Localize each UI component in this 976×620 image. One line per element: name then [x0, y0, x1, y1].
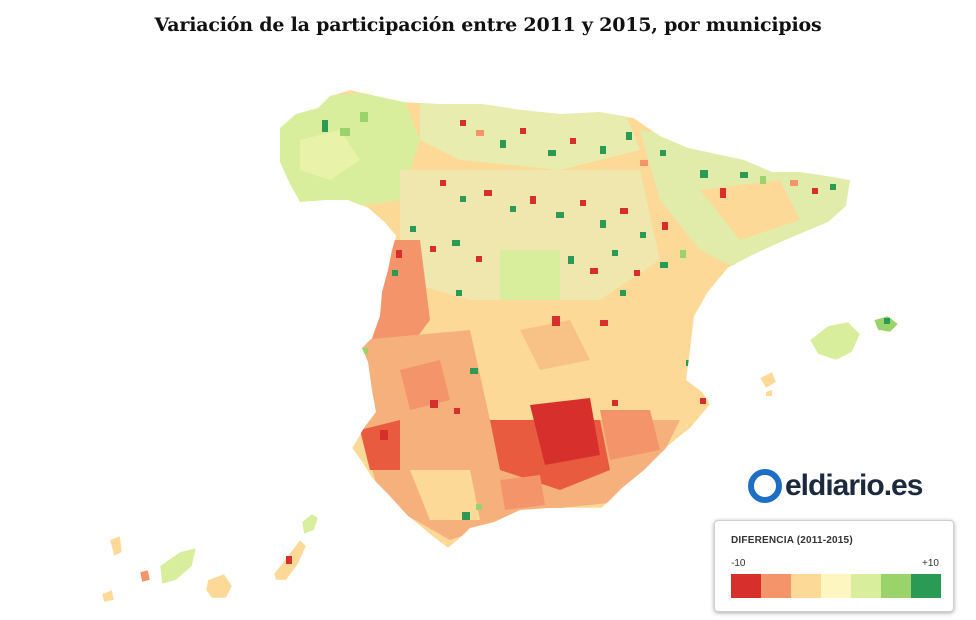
map-title: Variación de la participación entre 2011…: [154, 14, 822, 36]
legend-title: DIFERENCIA (2011-2015): [731, 535, 853, 546]
balearic-islands: [759, 315, 899, 396]
mainland-spain: [279, 89, 851, 549]
legend-swatch-5: [881, 574, 911, 598]
logo-text: eldiario.es: [785, 469, 923, 502]
legend-swatch-1: [761, 574, 791, 598]
legend-min-label: -10: [731, 558, 746, 569]
legend-swatch-2: [791, 574, 821, 598]
eldiario-logo[interactable]: eldiario.es: [748, 468, 923, 504]
municipality-speckles: [322, 112, 836, 520]
eldiario-logo-icon: [748, 469, 782, 503]
legend-swatch-4: [851, 574, 881, 598]
legend-swatch-3: [821, 574, 851, 598]
legend-swatch-0: [731, 574, 761, 598]
legend: DIFERENCIA (2011-2015) -10 +10: [714, 520, 954, 612]
legend-color-scale: [731, 574, 941, 598]
legend-swatch-6: [911, 574, 941, 598]
legend-max-label: +10: [922, 558, 939, 569]
canary-islands: [101, 513, 319, 603]
